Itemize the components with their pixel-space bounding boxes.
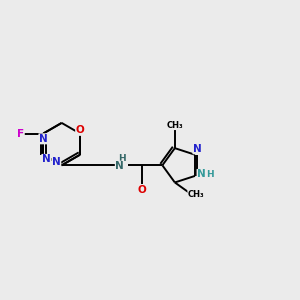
Text: O: O xyxy=(138,185,147,195)
Text: O: O xyxy=(76,125,84,135)
Text: N: N xyxy=(116,161,124,171)
Text: N: N xyxy=(42,154,51,164)
Text: N: N xyxy=(52,157,61,167)
Text: H: H xyxy=(118,154,126,163)
Text: N: N xyxy=(39,134,48,144)
Text: CH₃: CH₃ xyxy=(188,190,205,199)
Text: N: N xyxy=(193,144,202,154)
Text: N: N xyxy=(197,169,206,179)
Text: F: F xyxy=(17,128,24,139)
Text: H: H xyxy=(206,170,214,179)
Text: CH₃: CH₃ xyxy=(167,121,183,130)
